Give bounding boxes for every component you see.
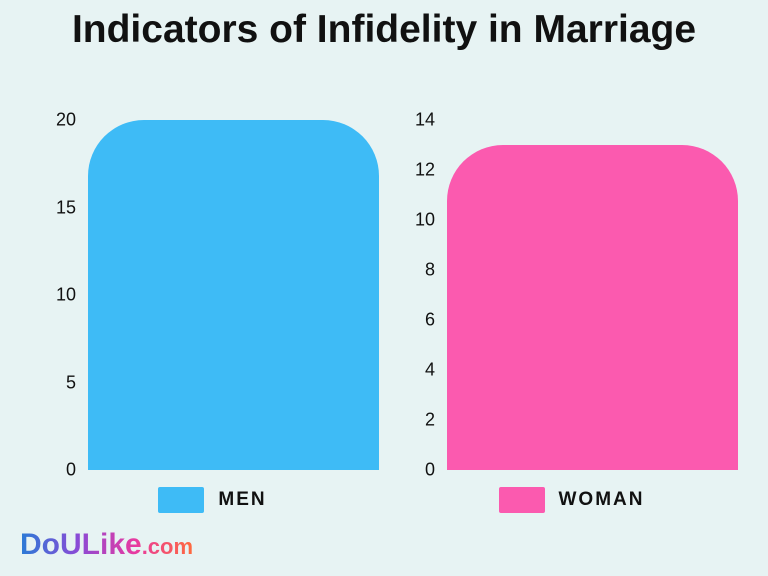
y-tick: 4 bbox=[425, 360, 435, 381]
chart-panels: 0510152002468101214 bbox=[42, 120, 742, 470]
panel: 02468101214 bbox=[401, 120, 742, 470]
legend-label: WOMAN bbox=[559, 489, 645, 511]
plot-area bbox=[443, 120, 742, 470]
y-axis: 05101520 bbox=[42, 120, 84, 470]
y-tick: 6 bbox=[425, 310, 435, 331]
data-shape bbox=[447, 145, 738, 470]
chart-legend: MEN WOMAN bbox=[42, 482, 742, 518]
legend-item: WOMAN bbox=[401, 482, 742, 518]
data-shape bbox=[88, 120, 379, 470]
y-tick: 20 bbox=[56, 110, 76, 131]
y-tick: 0 bbox=[66, 460, 76, 481]
plot-area bbox=[84, 120, 383, 470]
chart-title: Indicators of Infidelity in Marriage bbox=[0, 10, 768, 51]
y-tick: 0 bbox=[425, 460, 435, 481]
legend-swatch bbox=[499, 487, 545, 513]
legend-item: MEN bbox=[42, 482, 383, 518]
y-tick: 5 bbox=[66, 372, 76, 393]
y-tick: 10 bbox=[56, 285, 76, 306]
y-tick: 14 bbox=[415, 110, 435, 131]
y-tick: 15 bbox=[56, 197, 76, 218]
legend-swatch bbox=[158, 487, 204, 513]
brand-suffix: .com bbox=[142, 534, 193, 559]
y-tick: 10 bbox=[415, 210, 435, 231]
y-tick: 8 bbox=[425, 260, 435, 281]
y-axis: 02468101214 bbox=[401, 120, 443, 470]
brand-logo: DoULike.com bbox=[20, 528, 193, 562]
legend-label: MEN bbox=[218, 489, 266, 511]
panel: 05101520 bbox=[42, 120, 383, 470]
brand-main: DoULike bbox=[20, 528, 142, 561]
y-tick: 12 bbox=[415, 160, 435, 181]
y-tick: 2 bbox=[425, 410, 435, 431]
